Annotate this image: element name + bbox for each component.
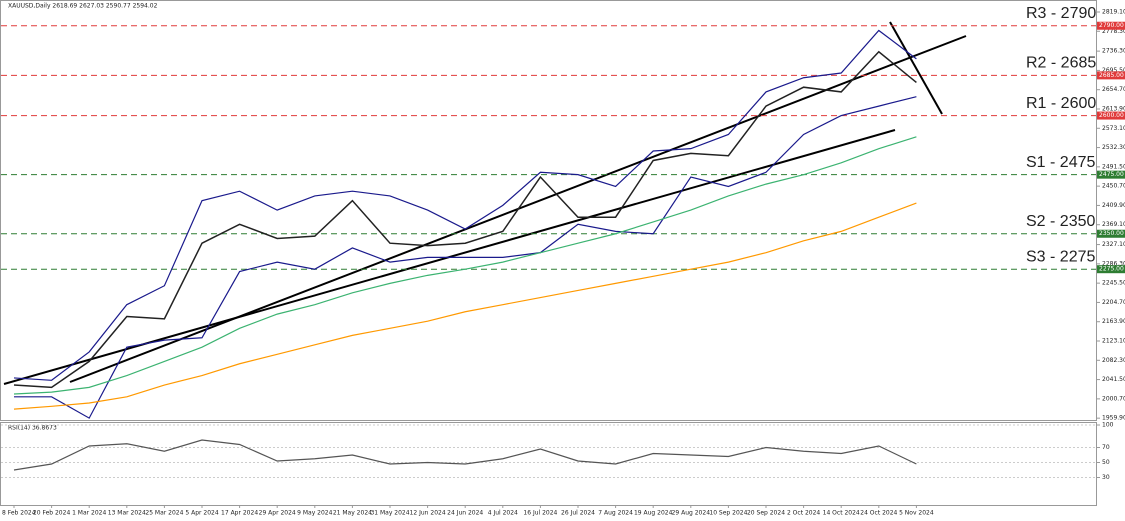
x-tick-label: 16 Jul 2024 [523,510,557,517]
series-line [13,29,917,381]
y-tick-label: 2286.30 [1102,260,1125,267]
level-tag [1097,229,1125,238]
y-tick-label: 2204.70 [1102,299,1125,306]
level-label: R1 - 2600 [1026,95,1096,112]
y-tick-label: 2695.50 [1102,67,1125,74]
level-label: S3 - 2275 [1026,248,1095,265]
x-tick-label: 14 Oct 2024 [823,510,860,517]
series-line [13,136,917,395]
level-tag-label: 2475.00 [1099,171,1124,178]
x-tick-label: 29 Apr 2024 [259,510,296,517]
y-tick-label: 2409.90 [1102,202,1125,209]
y-tick-label: 2491.50 [1102,163,1125,170]
y-tick-label: 2778.30 [1102,28,1125,35]
level-label: R2 - 2685 [1026,55,1096,72]
x-tick-label: 7 Aug 2024 [598,510,633,517]
level-tag [1097,71,1125,80]
x-tick-label: 2 Oct 2024 [787,510,820,517]
x-tick-label: 1 Mar 2024 [72,510,106,517]
y-tick-label: 2000.70 [1102,395,1125,402]
x-tick-label: 31 May 2024 [370,510,409,517]
x-tick-label: 29 Aug 2024 [672,510,711,517]
y-tick-label: 2082.30 [1102,357,1125,364]
level-tag-label: 2600.00 [1099,112,1124,119]
chart-title: XAUUSD,Daily 2618.69 2627.03 2590.77 259… [8,3,158,10]
x-tick-label: 5 Apr 2024 [185,510,218,517]
rsi-frame [0,422,1097,506]
y-tick-label: 2041.50 [1102,376,1125,383]
y-tick-label: 2819.10 [1102,8,1125,15]
level-label: S1 - 2475 [1026,154,1095,171]
y-tick-label: 1959.90 [1102,415,1125,422]
y-tick-label: 2736.30 [1102,48,1125,55]
level-label: S2 - 2350 [1026,213,1095,230]
x-tick-label: 19 Aug 2024 [634,510,673,517]
x-tick-label: 10 Sep 2024 [709,510,747,517]
x-tick-label: 21 May 2024 [333,510,372,517]
y-tick-label: 50 [1102,459,1110,466]
x-tick-label: 17 Apr 2024 [221,510,258,517]
x-tick-label: 26 Jul 2024 [561,510,595,517]
series-line [13,50,917,389]
x-tick-label: 25 Mar 2024 [145,510,183,517]
y-tick-label: 30 [1102,474,1110,481]
y-tick-label: 70 [1102,444,1110,451]
x-tick-label: 12 Jun 2024 [410,510,446,517]
x-tick-label: 13 Mar 2024 [108,510,146,517]
y-tick-label: 2369.10 [1102,221,1125,228]
x-tick-label: 4 Jul 2024 [488,510,518,517]
y-tick-label: 2245.50 [1102,280,1125,287]
rsi-title: RSI(14) 36.8673 [8,425,57,432]
x-tick-label: 20 Sep 2024 [747,510,785,517]
x-tick-label: 24 Oct 2024 [860,510,897,517]
x-tick-label: 24 Jun 2024 [447,510,483,517]
level-tag-label: 2790.00 [1099,22,1124,29]
x-tick-label: 20 Feb 2024 [33,510,71,517]
y-tick-label: 2532.30 [1102,144,1125,151]
y-tick-label: 2163.90 [1102,318,1125,325]
y-tick-label: 2327.10 [1102,241,1125,248]
series-line [14,96,917,419]
level-tag-label: 2275.00 [1099,266,1124,273]
y-tick-label: 2573.10 [1102,125,1125,132]
series-line [13,439,917,471]
y-tick-label: 2450.70 [1102,183,1125,190]
level-tag-label: 2350.00 [1099,230,1124,237]
x-tick-label: 5 Nov 2024 [899,510,934,517]
series-line [13,202,917,410]
level-tag [1097,21,1125,30]
y-tick-label: 100 [1102,422,1114,429]
level-tag [1097,170,1125,179]
level-tag [1097,265,1125,274]
x-tick-label: 8 Feb 2024 [2,510,36,517]
y-tick-label: 2123.10 [1102,338,1125,345]
level-label: R3 - 2790 [1026,5,1096,22]
trendline [889,21,943,115]
x-tick-label: 9 May 2024 [297,510,332,517]
y-tick-label: 2654.70 [1102,86,1125,93]
price-frame [0,0,1097,421]
level-tag-label: 2685.00 [1099,72,1124,79]
level-tag [1097,111,1125,120]
y-tick-label: 2613.90 [1102,105,1125,112]
